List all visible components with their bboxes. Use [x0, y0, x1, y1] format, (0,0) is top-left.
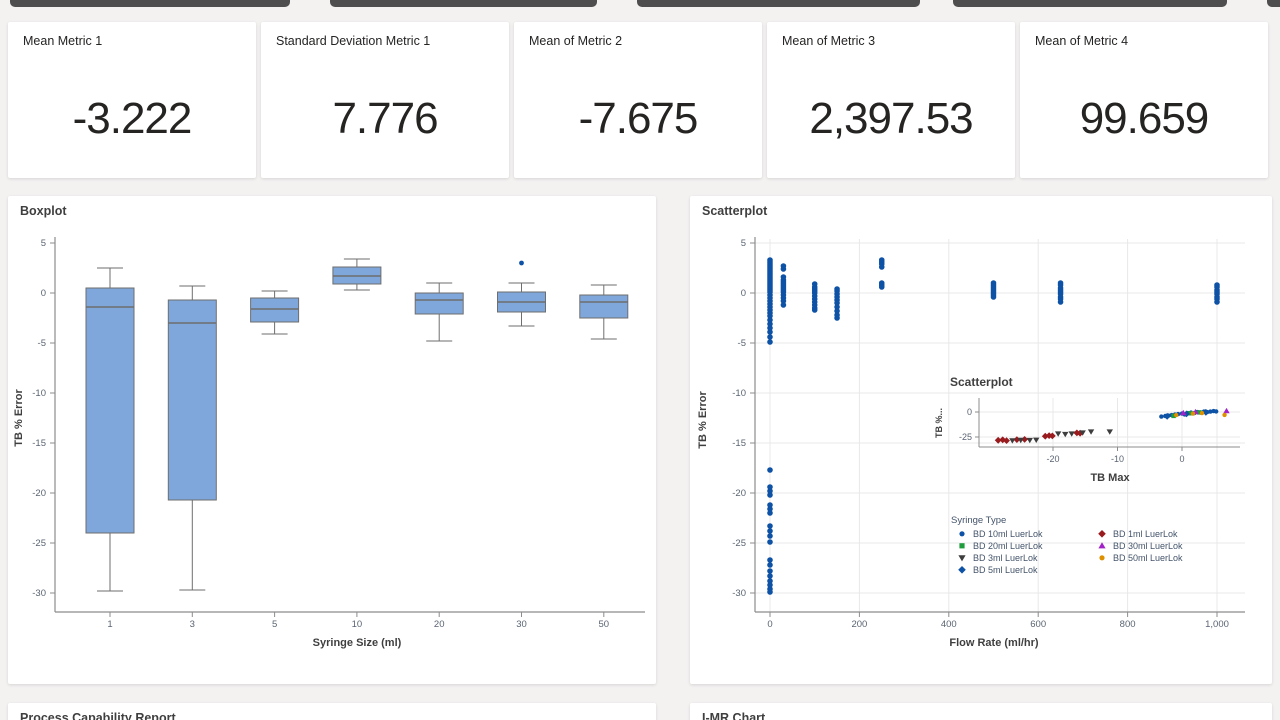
svg-text:0: 0 [41, 288, 46, 299]
svg-text:BD 30ml LuerLok: BD 30ml LuerLok [1113, 541, 1183, 551]
imr-chart-title: I-MR Chart [702, 711, 766, 720]
svg-text:Syringe Size (ml): Syringe Size (ml) [313, 637, 402, 649]
svg-text:BD 10ml LuerLok: BD 10ml LuerLok [973, 529, 1043, 539]
svg-text:-15: -15 [32, 438, 46, 449]
svg-text:800: 800 [1120, 619, 1136, 630]
box-5 [250, 290, 300, 335]
svg-text:-5: -5 [38, 338, 46, 349]
metric-card-value: 99.659 [1079, 94, 1210, 143]
box-1 [85, 267, 135, 592]
svg-text:50: 50 [599, 619, 610, 630]
svg-text:1,000: 1,000 [1205, 619, 1229, 630]
svg-text:5: 5 [272, 619, 277, 630]
svg-text:Flow Rate (ml/hr): Flow Rate (ml/hr) [949, 637, 1039, 649]
scatterplot-visual[interactable]: 5 0 -5 -10 -15 -20 -25 -30 0 200 400 600 800 1,000 Flo… [690, 196, 1272, 684]
svg-text:TB %...: TB %... [934, 408, 944, 438]
metric-card-value: 2,397.53 [809, 94, 973, 143]
scatterplot-title: Scatterplot [702, 204, 768, 218]
metric-card-mean-metric-2[interactable]: Mean of Metric 2 -7.675 [514, 22, 762, 178]
scatterplot-chart[interactable]: 5 0 -5 -10 -15 -20 -25 -30 0 200 400 600 800 1,000 Flo… [690, 196, 1272, 684]
metric-card-value: 7.776 [332, 94, 438, 143]
boxplot-visual[interactable]: 5 0 -5 -10 -15 -20 -25 -30 1 3 5 10 20 30 50 Syringe Si… [8, 196, 656, 684]
scatter-legend: Syringe Type BD 10ml LuerLok BD 20ml LuerL… [951, 515, 1183, 575]
svg-text:-10: -10 [1111, 454, 1124, 464]
svg-text:-30: -30 [732, 588, 746, 599]
metric-card-std-dev-metric-1[interactable]: Standard Deviation Metric 1 7.776 [261, 22, 509, 178]
svg-text:0: 0 [1179, 454, 1184, 464]
svg-text:-5: -5 [738, 338, 746, 349]
box-30 [497, 260, 546, 327]
boxplot-axes: 50-5-10-15-20-25-301 3 5 10 20 30 50 [32, 237, 645, 630]
svg-text:Scatterplot: Scatterplot [950, 375, 1013, 389]
inset-scatterplot: Scatterplot 0 -25 -20 -10 0 TB Max TB %... [934, 375, 1240, 484]
svg-text:5: 5 [741, 238, 746, 249]
svg-text:-25: -25 [32, 538, 46, 549]
metric-card-title: Standard Deviation Metric 1 [276, 34, 431, 48]
svg-text:-20: -20 [732, 488, 746, 499]
box-3 [167, 285, 217, 591]
metric-card-value: -3.222 [72, 94, 193, 143]
svg-text:30: 30 [516, 619, 527, 630]
process-capability-visual[interactable]: Process Capability Report [8, 703, 656, 720]
process-capability-title: Process Capability Report [20, 711, 176, 720]
svg-text:-10: -10 [32, 388, 46, 399]
metric-card-mean-metric-1[interactable]: Mean Metric 1 -3.222 [8, 22, 256, 178]
metric-card-title: Mean of Metric 2 [529, 34, 623, 48]
clipped-card-edge [330, 0, 597, 7]
svg-text:-25: -25 [732, 538, 746, 549]
svg-text:0: 0 [967, 407, 972, 417]
scatter-axes: 5 0 -5 -10 -15 -20 -25 -30 0 200 400 600 800 1,000 [732, 237, 1245, 630]
box-50 [579, 284, 629, 340]
imr-chart-visual[interactable]: I-MR Chart [690, 703, 1272, 720]
box-20 [414, 282, 464, 342]
box-10 [332, 258, 382, 291]
svg-text:-25: -25 [959, 432, 972, 442]
svg-text:-20: -20 [1046, 454, 1059, 464]
svg-text:BD 1ml LuerLok: BD 1ml LuerLok [1113, 529, 1178, 539]
svg-text:0: 0 [741, 288, 746, 299]
svg-text:Syringe Type: Syringe Type [951, 515, 1006, 526]
svg-text:-30: -30 [32, 588, 46, 599]
svg-text:TB Max: TB Max [1090, 472, 1130, 484]
svg-text:BD 20ml LuerLok: BD 20ml LuerLok [973, 541, 1043, 551]
svg-text:-10: -10 [732, 388, 746, 399]
svg-text:20: 20 [434, 619, 445, 630]
svg-text:TB % Error: TB % Error [13, 389, 25, 447]
svg-text:BD 50ml LuerLok: BD 50ml LuerLok [1113, 553, 1183, 563]
clipped-card-edge [637, 0, 920, 7]
svg-text:0: 0 [767, 619, 772, 630]
svg-text:-15: -15 [732, 438, 746, 449]
svg-text:5: 5 [41, 238, 46, 249]
metric-card-mean-metric-4[interactable]: Mean of Metric 4 99.659 [1020, 22, 1268, 178]
metric-card-value: -7.675 [578, 94, 699, 143]
clipped-card-edge [953, 0, 1227, 7]
metric-card-title: Mean of Metric 3 [782, 34, 876, 48]
svg-text:BD 3ml LuerLok: BD 3ml LuerLok [973, 553, 1038, 563]
metric-card-mean-metric-3[interactable]: Mean of Metric 3 2,397.53 [767, 22, 1015, 178]
svg-text:-20: -20 [32, 488, 46, 499]
metric-card-title: Mean of Metric 4 [1035, 34, 1129, 48]
svg-text:3: 3 [190, 619, 195, 630]
svg-text:600: 600 [1030, 619, 1046, 630]
metric-card-title: Mean Metric 1 [23, 34, 103, 48]
svg-text:200: 200 [851, 619, 867, 630]
scatter-points [767, 257, 1220, 595]
svg-text:1: 1 [107, 619, 112, 630]
svg-text:BD 5ml LuerLok: BD 5ml LuerLok [973, 565, 1038, 575]
svg-text:TB % Error: TB % Error [697, 391, 709, 449]
clipped-card-edge [10, 0, 290, 7]
svg-text:10: 10 [352, 619, 363, 630]
boxplot-title: Boxplot [20, 204, 67, 218]
svg-text:400: 400 [941, 619, 957, 630]
clipped-card-edge [1267, 0, 1280, 7]
